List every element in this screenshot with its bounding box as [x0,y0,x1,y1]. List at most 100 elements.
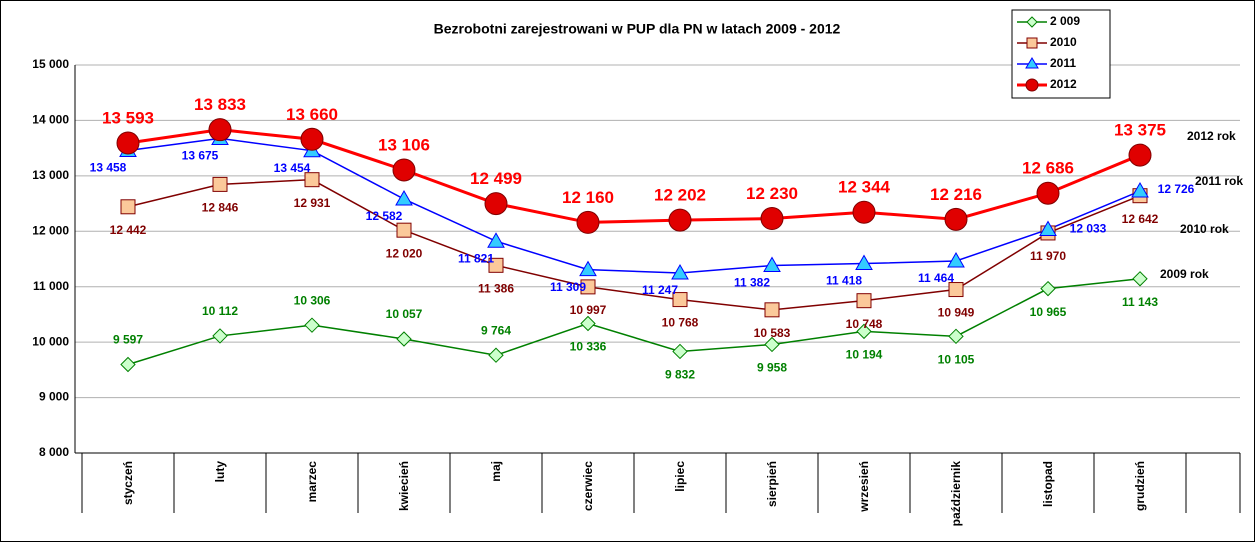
x-tick-label: styczeń [121,461,135,505]
data-label: 11 382 [734,276,770,290]
legend-marker [1025,57,1039,69]
legend-marker [1026,16,1038,28]
data-label: 10 306 [294,293,331,307]
data-label: 10 194 [846,348,883,362]
marker [116,131,140,155]
marker [763,256,781,273]
marker [948,328,964,345]
data-label: 10 768 [662,316,699,330]
data-label: 13 375 [1114,121,1166,140]
data-label: 9 958 [757,361,787,375]
data-label: 12 726 [1158,182,1195,196]
data-label: 12 160 [562,188,614,207]
marker [396,331,412,347]
data-label: 12 020 [386,246,423,260]
legend-label: 2011 [1050,56,1076,70]
data-label: 10 748 [846,317,883,331]
data-label: 13 454 [274,161,311,175]
marker [944,207,968,231]
marker [392,158,416,182]
y-tick-label: 13 000 [32,168,69,182]
data-label: 13 106 [378,135,430,154]
marker [484,192,508,216]
data-label: 12 230 [746,184,798,203]
data-label: 12 033 [1070,222,1107,236]
x-tick-label: wrzesień [857,461,871,513]
data-label: 12 686 [1022,159,1074,178]
marker [668,208,692,232]
y-tick-label: 15 000 [32,57,69,71]
data-label: 11 970 [1030,249,1066,263]
marker [856,293,872,309]
marker [1128,143,1152,167]
marker [576,210,600,234]
marker [487,232,505,248]
data-label: 13 593 [102,108,154,127]
annotation: 2012 rok [1187,129,1236,143]
series-line [127,128,1141,224]
data-label: 12 202 [654,186,706,205]
series-line [127,137,1141,274]
marker [1040,280,1056,297]
marker [579,260,597,277]
marker [580,279,596,295]
data-label: 12 442 [110,223,147,237]
data-label: 12 344 [838,178,891,197]
marker [672,292,688,308]
x-tick-label: grudzień [1133,461,1147,511]
marker [304,317,320,333]
data-label: 12 931 [294,196,331,210]
marker [855,254,873,271]
marker [672,343,688,360]
data-label: 12 642 [1122,212,1159,226]
y-tick-label: 10 000 [32,334,69,348]
series-line [127,178,1141,311]
legend-marker [1026,37,1038,49]
data-label: 11 309 [550,280,586,294]
marker [1132,271,1148,287]
data-label: 11 386 [478,281,514,295]
data-label: 10 997 [570,303,607,317]
marker [580,315,596,332]
data-label: 13 675 [182,149,219,163]
marker [1131,182,1149,198]
legend-label: 2012 [1050,77,1077,91]
data-label: 10 105 [938,352,975,366]
marker [947,251,965,268]
data-label: 13 458 [90,161,127,175]
data-label: 12 846 [202,201,239,215]
y-tick-label: 12 000 [32,223,69,237]
marker [764,302,780,318]
data-label: 13 833 [194,95,246,114]
x-tick-label: maj [489,461,503,482]
x-tick-label: luty [213,461,227,483]
data-label: 10 583 [754,326,791,340]
data-label: 11 247 [642,283,678,297]
data-label: 10 057 [386,307,423,321]
legend-label: 2010 [1050,35,1077,49]
data-label: 10 965 [1030,305,1067,319]
data-label: 11 821 [458,251,494,265]
x-tick-label: czerwiec [581,461,595,511]
y-tick-label: 9 000 [39,390,69,404]
data-label: 9 832 [665,368,695,382]
marker [208,118,232,142]
marker [760,207,784,231]
marker [212,328,228,344]
marker [304,172,320,188]
x-tick-label: marzec [305,461,319,503]
legend-marker [1025,78,1039,92]
y-tick-label: 11 000 [33,279,69,293]
x-tick-label: listopad [1041,461,1055,507]
data-label: 12 499 [470,169,522,188]
marker [300,127,324,151]
x-tick-label: kwiecień [397,461,411,511]
legend-label: 2 009 [1050,14,1080,28]
data-label: 9 764 [481,323,511,337]
annotation: 2009 rok [1160,267,1209,281]
data-label: 11 418 [826,274,862,288]
series-line [127,278,1141,366]
marker [764,336,780,353]
marker [488,347,504,363]
